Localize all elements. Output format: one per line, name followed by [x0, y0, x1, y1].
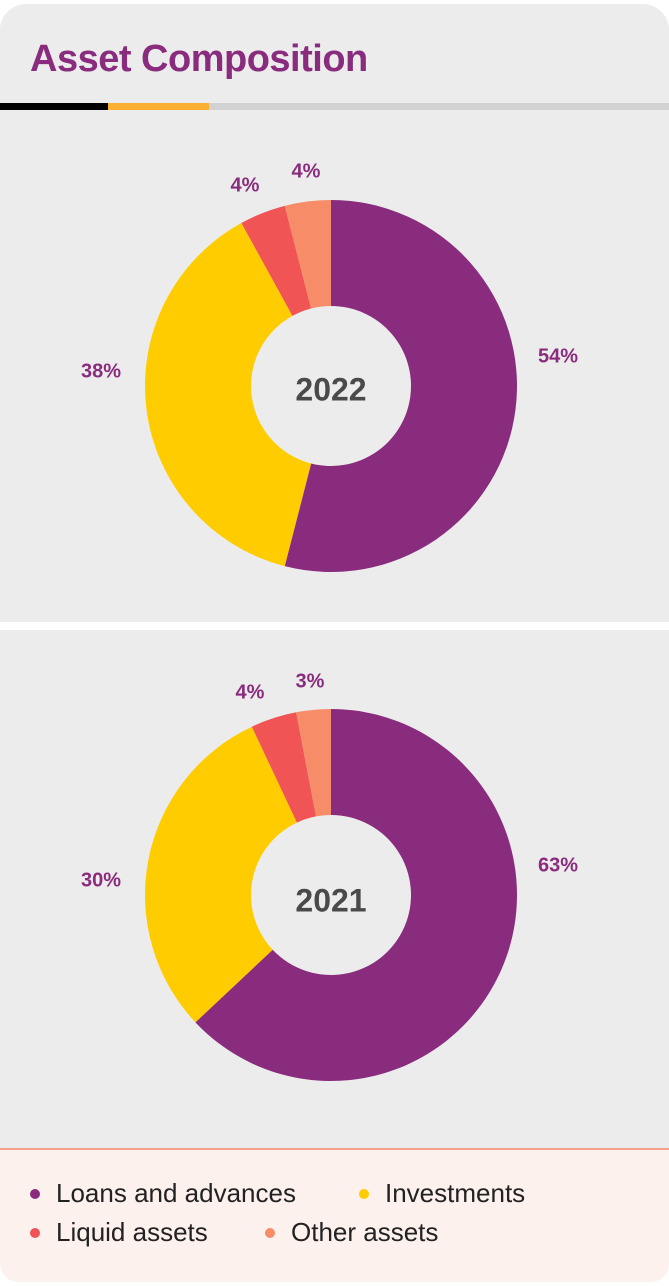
data-label-other: 4% [291, 160, 321, 183]
legend-item-investments: Investments [359, 1178, 525, 1209]
legend-dot [359, 1188, 369, 1199]
center-label-2022: 2022 [295, 371, 367, 408]
legend-label: Other assets [291, 1217, 439, 1247]
slice-liquid [251, 712, 317, 823]
slice-investments [144, 726, 297, 1023]
center-label-2021: 2021 [295, 882, 367, 919]
data-label-loans: 63% [537, 854, 579, 877]
slice-loans [195, 709, 517, 1081]
legend-label: Liquid assets [56, 1217, 208, 1247]
legend-label: Loans and advances [56, 1178, 296, 1208]
slice-loans [284, 200, 517, 572]
data-label-investments: 38% [80, 360, 122, 383]
page-title: Asset Composition [30, 38, 368, 80]
donut-svg-2022 [145, 200, 517, 572]
donut-chart-2022: 54% 38% 4% 4% 2022 [0, 110, 669, 622]
legend-item-loans: Loans and advances [30, 1178, 296, 1209]
slice-liquid [241, 205, 312, 316]
donut-chart-2021: 63% 30% 4% 3% 2021 [0, 630, 669, 1148]
legend-label: Investments [385, 1178, 526, 1208]
data-label-liquid: 4% [235, 681, 265, 704]
data-label-investments: 30% [80, 869, 122, 892]
data-label-liquid: 4% [230, 174, 260, 197]
data-label-loans: 54% [537, 345, 579, 368]
slice-other [284, 200, 331, 309]
legend-dot [30, 1188, 40, 1199]
legend-dot [265, 1227, 275, 1238]
divider-orange [108, 103, 209, 110]
legend-item-other: Other assets [265, 1217, 438, 1248]
divider-black [0, 103, 108, 110]
slice-investments [145, 223, 312, 567]
legend-item-liquid: Liquid assets [30, 1217, 208, 1248]
donut-svg-2021 [144, 709, 517, 1081]
legend-dot [30, 1227, 40, 1238]
divider-gray [209, 103, 669, 110]
header: Asset Composition [0, 4, 669, 110]
legend: Loans and advances Investments Liquid as… [0, 1148, 669, 1282]
slice-other [296, 709, 331, 817]
data-label-other: 3% [295, 670, 325, 693]
